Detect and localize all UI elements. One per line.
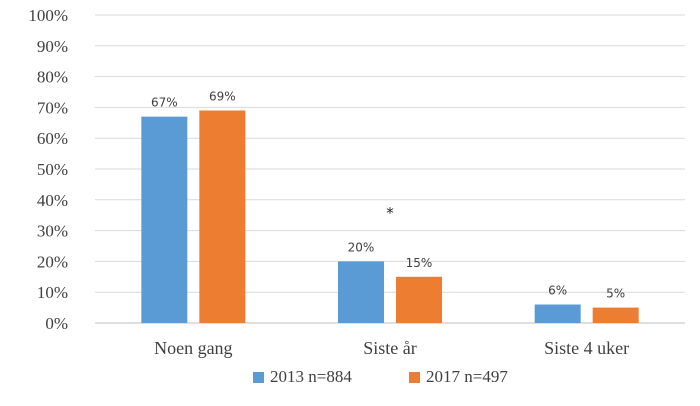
y-tick-label: 90% [37,37,68,56]
y-tick-label: 0% [45,314,68,333]
data-label: 20% [348,240,375,254]
data-labels: 67% 69% 20% 15% 6% 5% [151,89,625,300]
legend-swatch [409,372,420,383]
data-label: 6% [548,284,567,298]
y-tick-label: 40% [37,191,68,210]
y-tick-label: 80% [37,68,68,87]
y-tick-label: 70% [37,98,68,117]
bars [141,110,639,323]
y-axis-tick-labels: 0% 10% 20% 30% 40% 50% 60% 70% 80% 90% 100% [28,6,68,333]
bar-1-3 [534,304,581,323]
bar-1-1 [141,116,188,323]
legend-swatch [253,372,264,383]
category-label: Noen gang [154,338,232,358]
data-label: 15% [406,256,433,270]
y-tick-label: 10% [37,283,68,302]
annotations: * [386,204,394,222]
category-label: Siste 4 uker [544,338,629,358]
legend: 2013 n=884 2017 n=497 [253,367,508,386]
y-tick-label: 60% [37,129,68,148]
bar-2-2 [396,276,442,323]
data-label: 5% [606,287,625,301]
category-label: Siste år [363,338,417,358]
data-label: 69% [209,89,236,103]
y-tick-label: 20% [37,252,68,271]
gridlines [95,14,685,324]
y-tick-label: 100% [28,6,68,25]
y-tick-label: 30% [37,222,68,241]
data-label: 67% [151,96,178,110]
y-tick-label: 50% [37,160,68,179]
legend-label: 2013 n=884 [270,367,352,386]
bar-1-2 [338,261,384,323]
bar-2-1 [199,110,246,323]
bar-2-3 [592,307,639,323]
significance-marker: * [386,204,394,222]
x-axis-category-labels: Noen gang Siste år Siste 4 uker [154,338,629,358]
legend-label: 2017 n=497 [426,367,508,386]
